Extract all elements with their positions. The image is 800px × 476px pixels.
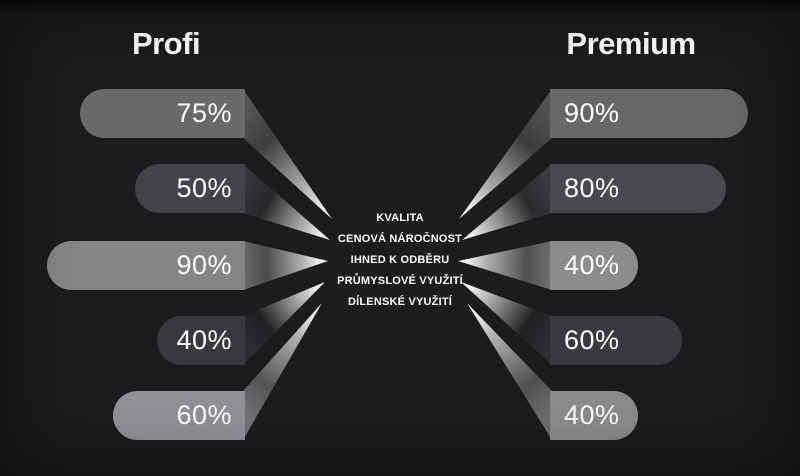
category-label: PRŮMYSLOVÉ VYUŽITÍ	[337, 275, 463, 287]
bar-value-label: 75%	[176, 98, 232, 128]
premium-bar-kvalita: 90%	[550, 89, 748, 138]
bar-value-label: 90%	[564, 98, 620, 128]
premium-bar-dilenske-vyuziti: 40%	[550, 391, 638, 440]
premium-bar-prumyslove-vyuziti: 60%	[550, 316, 682, 365]
beam-left-3	[243, 282, 325, 365]
right-column-title: Premium	[566, 26, 696, 61]
beam-left-4	[243, 303, 322, 440]
beam-left-1	[243, 164, 330, 240]
bar-value-label: 80%	[564, 173, 620, 203]
profi-bar-ihned-k-odberu: 90%	[47, 241, 245, 290]
premium-bar-ihned-k-odberu: 40%	[550, 241, 638, 290]
premium-bar-cenova-narocnost: 80%	[550, 164, 726, 213]
bar-value-label: 40%	[176, 325, 232, 355]
beam-left-2	[243, 241, 328, 290]
beam-right-0	[459, 89, 552, 219]
beam-right-3	[461, 282, 552, 365]
bar-value-label: 60%	[176, 400, 232, 430]
bar-value-label: 50%	[176, 173, 232, 203]
left-column-title: Profi	[131, 26, 201, 61]
bar-value-label: 90%	[176, 250, 232, 280]
category-label: IHNED K ODBĚRU	[350, 254, 450, 266]
bar-value-label: 40%	[564, 250, 620, 280]
profi-bar-prumyslove-vyuziti: 40%	[157, 316, 245, 365]
category-label: KVALITA	[376, 212, 424, 224]
profi-bar-dilenske-vyuziti: 60%	[113, 391, 245, 440]
category-label: DÍLENSKÉ VYUŽITÍ	[347, 296, 453, 308]
category-label-list: KVALITA CENOVÁ NÁROČNOST IHNED K ODBĚRU …	[337, 208, 463, 313]
beam-right-4	[467, 303, 552, 440]
profi-bar-cenova-narocnost: 50%	[135, 164, 245, 213]
bar-value-label: 60%	[564, 325, 620, 355]
beam-right-2	[458, 241, 552, 290]
category-label: CENOVÁ NÁROČNOST	[337, 233, 463, 245]
beam-left-0	[243, 89, 332, 219]
profi-bar-kvalita: 75%	[80, 89, 245, 138]
beam-right-1	[462, 164, 552, 240]
bar-value-label: 40%	[564, 400, 620, 430]
